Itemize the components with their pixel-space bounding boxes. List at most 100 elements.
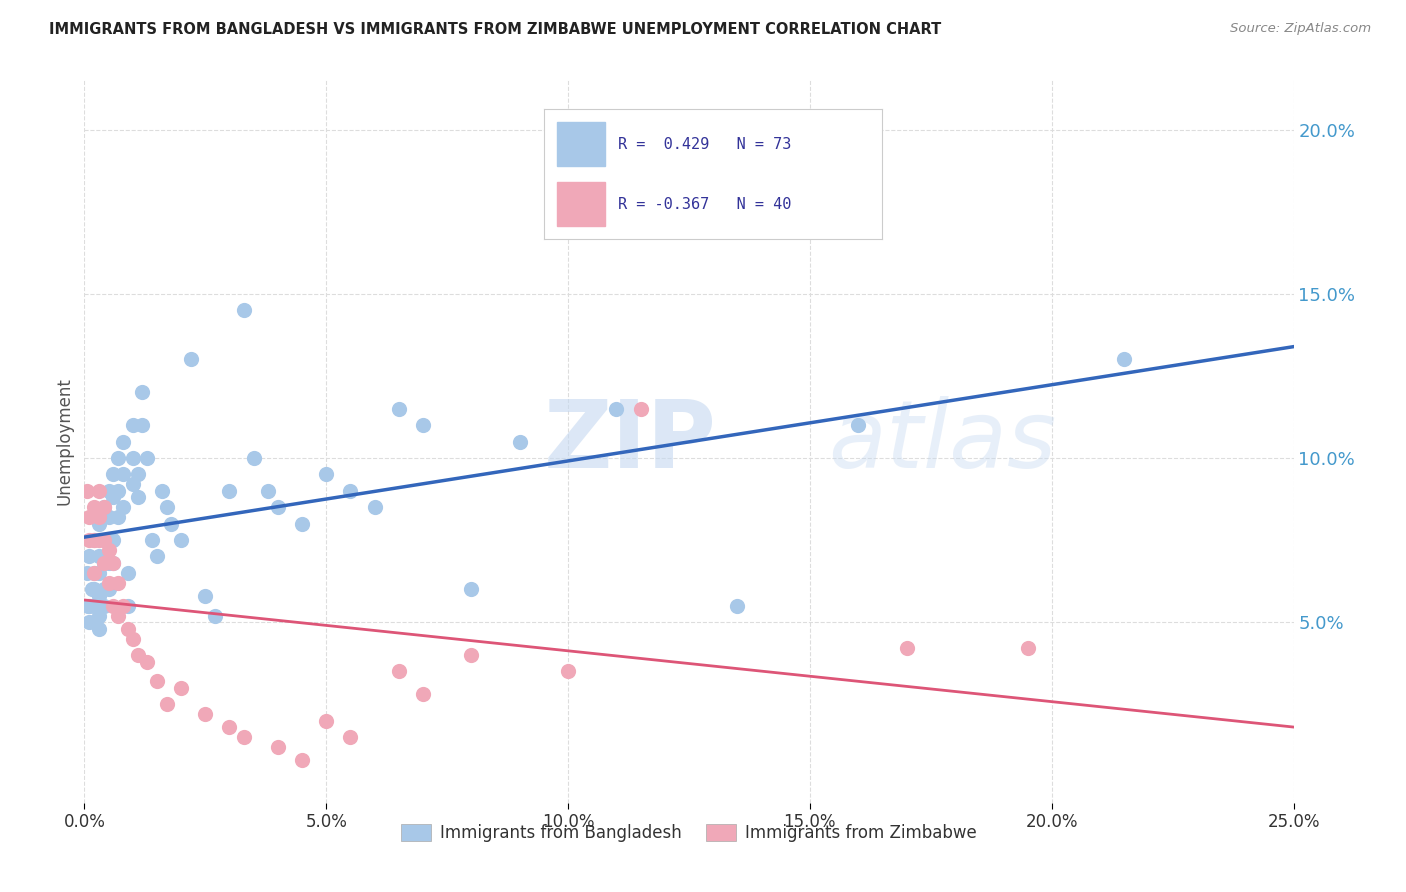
- Point: [97, 575, 120, 590]
- Point: [315, 467, 337, 482]
- Point: [97, 542, 120, 557]
- Point: [460, 648, 482, 662]
- Point: [112, 467, 135, 482]
- Point: [412, 687, 434, 701]
- Point: [77, 549, 100, 564]
- Point: [155, 698, 177, 712]
- Y-axis label: Unemployment: Unemployment: [55, 377, 73, 506]
- Point: [103, 467, 125, 482]
- Point: [233, 730, 256, 744]
- Point: [605, 401, 627, 416]
- Point: [194, 589, 217, 603]
- Point: [170, 533, 193, 547]
- Text: IMMIGRANTS FROM BANGLADESH VS IMMIGRANTS FROM ZIMBABWE UNEMPLOYMENT CORRELATION : IMMIGRANTS FROM BANGLADESH VS IMMIGRANTS…: [49, 22, 942, 37]
- Point: [112, 599, 135, 613]
- Point: [291, 753, 314, 767]
- Point: [87, 549, 110, 564]
- Point: [103, 599, 125, 613]
- Point: [103, 533, 125, 547]
- Point: [117, 622, 139, 636]
- Point: [107, 575, 129, 590]
- Point: [121, 477, 143, 491]
- Point: [83, 599, 105, 613]
- Point: [460, 582, 482, 597]
- Point: [136, 450, 159, 465]
- Point: [93, 500, 115, 515]
- Point: [127, 648, 149, 662]
- Point: [339, 483, 361, 498]
- Point: [87, 566, 110, 580]
- Point: [87, 608, 110, 623]
- Point: [93, 533, 115, 547]
- Point: [93, 582, 115, 597]
- Point: [112, 500, 135, 515]
- Point: [83, 566, 105, 580]
- Point: [896, 641, 918, 656]
- Point: [170, 681, 193, 695]
- Point: [103, 556, 125, 570]
- Point: [103, 491, 125, 505]
- Point: [630, 401, 652, 416]
- Point: [87, 622, 110, 636]
- Point: [233, 303, 256, 318]
- Point: [291, 516, 314, 531]
- Point: [97, 533, 120, 547]
- Point: [77, 599, 100, 613]
- Point: [267, 739, 290, 754]
- Point: [339, 730, 361, 744]
- Point: [107, 450, 129, 465]
- Point: [388, 401, 411, 416]
- Point: [117, 599, 139, 613]
- Point: [363, 500, 385, 515]
- Point: [127, 467, 149, 482]
- Point: [93, 556, 115, 570]
- Point: [846, 418, 869, 433]
- Point: [87, 483, 110, 498]
- Point: [76, 566, 98, 580]
- Point: [267, 500, 290, 515]
- Point: [97, 483, 120, 498]
- Point: [107, 608, 129, 623]
- Text: ZIP: ZIP: [544, 395, 717, 488]
- Point: [257, 483, 280, 498]
- Point: [180, 352, 202, 367]
- Point: [83, 582, 105, 597]
- Point: [83, 500, 105, 515]
- Point: [160, 516, 183, 531]
- Point: [107, 483, 129, 498]
- Point: [117, 566, 139, 580]
- Point: [204, 608, 226, 623]
- Point: [83, 533, 105, 547]
- Point: [77, 615, 100, 630]
- Point: [83, 615, 105, 630]
- Point: [97, 556, 120, 570]
- Text: atlas: atlas: [828, 396, 1056, 487]
- Point: [97, 510, 120, 524]
- Point: [80, 582, 103, 597]
- Point: [412, 418, 434, 433]
- Point: [87, 533, 110, 547]
- Point: [146, 674, 169, 689]
- Point: [242, 450, 264, 465]
- Point: [1017, 641, 1039, 656]
- Point: [218, 720, 240, 734]
- Point: [136, 655, 159, 669]
- Point: [121, 418, 143, 433]
- Point: [93, 556, 115, 570]
- Point: [87, 510, 110, 524]
- Point: [93, 599, 115, 613]
- Point: [509, 434, 531, 449]
- Point: [83, 566, 105, 580]
- Point: [103, 556, 125, 570]
- Point: [725, 599, 748, 613]
- Point: [388, 665, 411, 679]
- Point: [121, 450, 143, 465]
- Point: [77, 510, 100, 524]
- Text: Source: ZipAtlas.com: Source: ZipAtlas.com: [1230, 22, 1371, 36]
- Point: [112, 434, 135, 449]
- Legend: Immigrants from Bangladesh, Immigrants from Zimbabwe: Immigrants from Bangladesh, Immigrants f…: [395, 817, 983, 848]
- Point: [87, 516, 110, 531]
- Point: [155, 500, 177, 515]
- Point: [150, 483, 173, 498]
- Point: [131, 385, 153, 400]
